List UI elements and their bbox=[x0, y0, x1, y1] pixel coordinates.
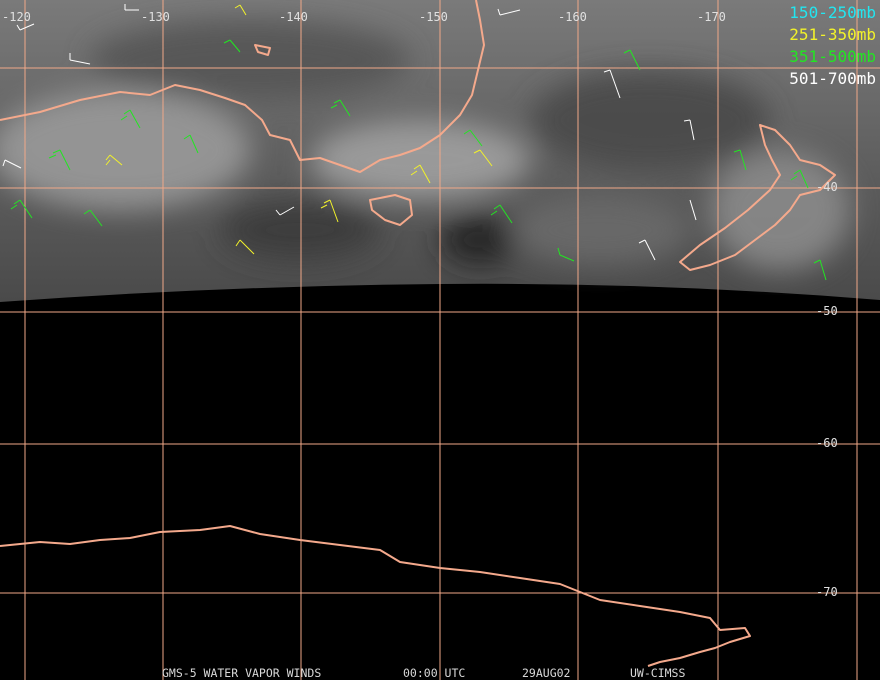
wind-barbs bbox=[2, 4, 827, 281]
legend: 150-250mb 251-350mb 351-500mb 501-700mb bbox=[789, 3, 876, 88]
latitude-label: -50 bbox=[816, 304, 838, 318]
longitude-label: -130 bbox=[141, 10, 170, 24]
longitude-labels: -120 -130 -140 -150 -160 -170 bbox=[2, 10, 726, 24]
latitude-label: -60 bbox=[816, 436, 838, 450]
latitude-label: -70 bbox=[816, 585, 838, 599]
longitude-label: -170 bbox=[697, 10, 726, 24]
footer-text: 29AUG02 bbox=[522, 666, 570, 680]
footer: GMS-5 WATER VAPOR WINDS 00:00 UTC 29AUG0… bbox=[162, 666, 685, 680]
latitude-label: -40 bbox=[816, 180, 838, 194]
footer-text: 00:00 UTC bbox=[403, 666, 465, 680]
longitude-label: -140 bbox=[279, 10, 308, 24]
legend-entry: 351-500mb bbox=[789, 47, 876, 66]
legend-entry: 251-350mb bbox=[789, 25, 876, 44]
legend-entry: 501-700mb bbox=[789, 69, 876, 88]
longitude-label: -120 bbox=[2, 10, 31, 24]
latitude-labels: -40 -50 -60 -70 bbox=[816, 180, 838, 599]
longitude-label: -160 bbox=[558, 10, 587, 24]
coastlines bbox=[0, 0, 836, 667]
footer-text: UW-CIMSS bbox=[630, 666, 685, 680]
longitude-label: -150 bbox=[419, 10, 448, 24]
footer-text: GMS-5 WATER VAPOR WINDS bbox=[162, 666, 321, 680]
legend-entry: 150-250mb bbox=[789, 3, 876, 22]
